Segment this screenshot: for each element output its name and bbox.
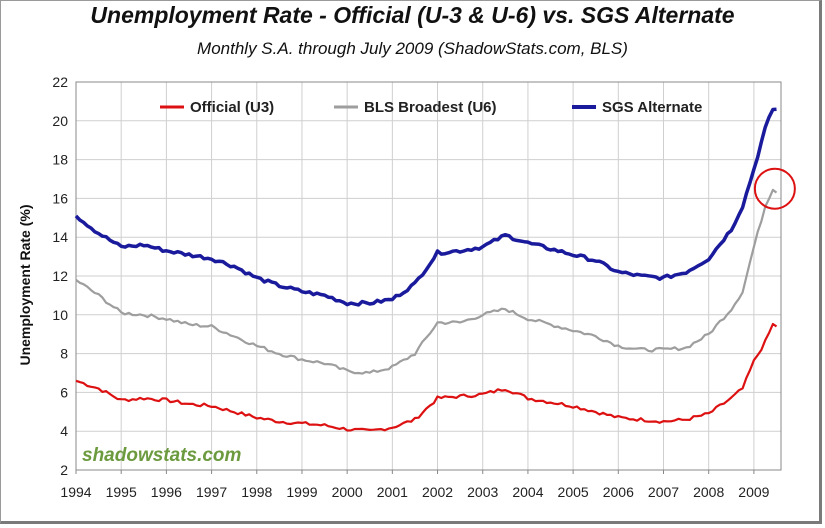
x-tick-label: 2009 — [738, 484, 769, 500]
x-tick-label: 2007 — [648, 484, 679, 500]
series-line-2 — [75, 188, 778, 375]
series-line-1 — [75, 322, 778, 432]
y-tick-label: 14 — [52, 229, 68, 245]
x-tick-label: 2008 — [693, 484, 724, 500]
x-tick-label: 2001 — [377, 484, 408, 500]
x-tick-label: 2000 — [332, 484, 363, 500]
chart-title: Unemployment Rate - Official (U-3 & U-6)… — [90, 2, 735, 28]
y-axis-label: Unemployment Rate (%) — [17, 204, 33, 365]
y-tick-label: 22 — [52, 74, 68, 90]
legend-label: SGS Alternate — [602, 99, 702, 116]
highlight-circle — [753, 167, 796, 210]
chart-subtitle: Monthly S.A. through July 2009 (ShadowSt… — [197, 39, 628, 58]
x-tick-label: 2002 — [422, 484, 453, 500]
plot-area — [75, 81, 782, 471]
watermark: shadowstats.com — [82, 445, 242, 466]
y-tick-label: 20 — [52, 113, 68, 129]
y-tick-label: 8 — [60, 346, 68, 362]
y-tick-label: 6 — [60, 384, 68, 400]
x-axis: 1994 1995 1996 1997 1998 1999 2000 2001 2002 2003… — [60, 470, 770, 500]
y-tick-label: 10 — [52, 307, 68, 323]
x-tick-label: 1995 — [106, 484, 137, 500]
x-tick-label: 2005 — [558, 484, 589, 500]
series-group — [74, 107, 778, 432]
x-tick-label: 2006 — [603, 484, 634, 500]
y-tick-label: 4 — [60, 423, 68, 439]
x-tick-label: 2003 — [467, 484, 498, 500]
x-tick-label: 1998 — [241, 484, 272, 500]
x-tick-label: 1994 — [60, 484, 91, 500]
y-tick-label: 2 — [60, 462, 68, 478]
y-tick-label: 12 — [52, 268, 68, 284]
y-tick-label: 16 — [52, 190, 68, 206]
y-axis: 2 4 6 8 10 12 14 16 18 20 22 — [52, 74, 68, 478]
legend-label: Official (U3) — [190, 99, 274, 116]
y-tick-label: 18 — [52, 152, 68, 168]
x-tick-label: 1999 — [286, 484, 317, 500]
legend: Official (U3) BLS Broadest (U6) SGS Altern… — [160, 99, 702, 116]
x-tick-label: 1997 — [196, 484, 227, 500]
series-line-3 — [74, 107, 777, 307]
x-tick-label: 1996 — [151, 484, 182, 500]
legend-label: BLS Broadest (U6) — [364, 99, 497, 116]
x-tick-label: 2004 — [512, 484, 543, 500]
